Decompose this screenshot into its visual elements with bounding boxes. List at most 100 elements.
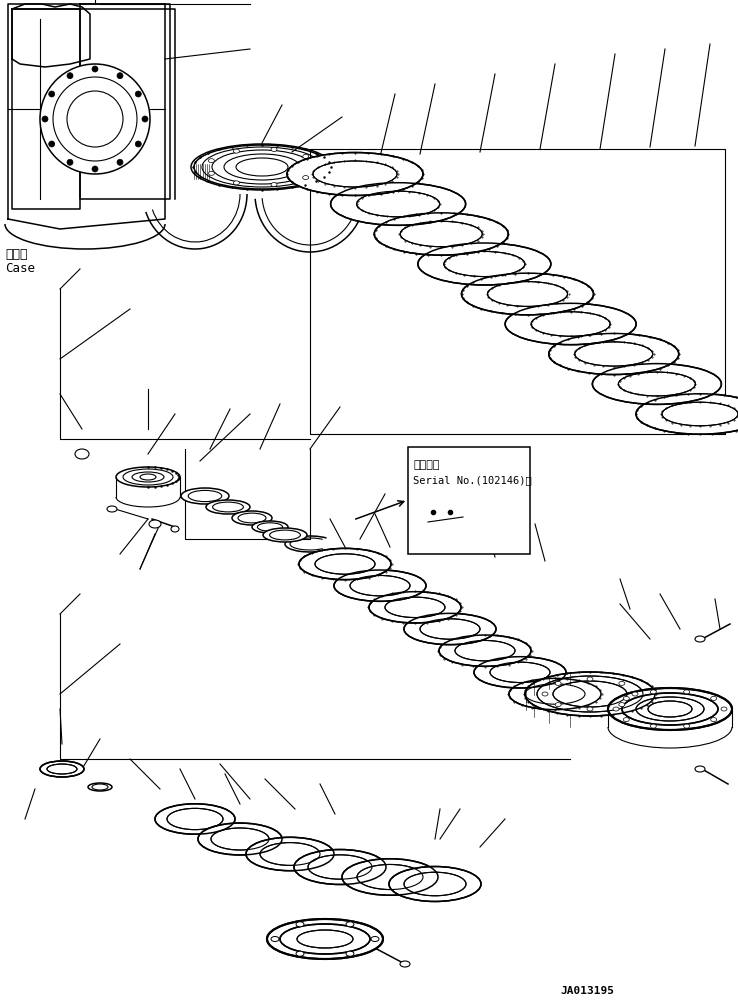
Ellipse shape bbox=[263, 529, 307, 543]
Ellipse shape bbox=[549, 334, 679, 375]
Ellipse shape bbox=[356, 192, 440, 218]
Ellipse shape bbox=[439, 635, 531, 667]
Ellipse shape bbox=[296, 922, 304, 927]
Ellipse shape bbox=[389, 867, 481, 902]
Ellipse shape bbox=[587, 707, 593, 711]
Ellipse shape bbox=[252, 522, 288, 534]
Ellipse shape bbox=[342, 859, 438, 896]
Ellipse shape bbox=[49, 141, 55, 147]
Ellipse shape bbox=[334, 571, 426, 602]
Ellipse shape bbox=[297, 930, 353, 948]
Ellipse shape bbox=[662, 403, 738, 426]
Ellipse shape bbox=[208, 173, 215, 177]
Ellipse shape bbox=[575, 343, 652, 367]
Ellipse shape bbox=[233, 182, 239, 186]
Ellipse shape bbox=[357, 865, 423, 890]
Ellipse shape bbox=[695, 766, 705, 772]
Ellipse shape bbox=[525, 684, 585, 704]
Ellipse shape bbox=[444, 252, 525, 277]
Ellipse shape bbox=[92, 67, 98, 73]
Bar bbox=[408, 447, 530, 555]
Ellipse shape bbox=[75, 449, 89, 459]
Ellipse shape bbox=[40, 65, 150, 175]
Ellipse shape bbox=[555, 682, 561, 686]
Ellipse shape bbox=[155, 804, 235, 834]
Ellipse shape bbox=[619, 703, 625, 707]
Ellipse shape bbox=[648, 701, 692, 717]
Ellipse shape bbox=[636, 697, 704, 721]
Ellipse shape bbox=[461, 274, 593, 316]
Ellipse shape bbox=[455, 641, 515, 661]
Ellipse shape bbox=[537, 676, 643, 712]
Ellipse shape bbox=[618, 373, 695, 396]
Ellipse shape bbox=[294, 850, 386, 885]
Ellipse shape bbox=[167, 808, 223, 829]
Text: 適用号機: 適用号機 bbox=[413, 459, 440, 469]
Ellipse shape bbox=[374, 214, 508, 256]
Ellipse shape bbox=[505, 304, 636, 345]
Ellipse shape bbox=[608, 688, 732, 730]
Ellipse shape bbox=[474, 657, 566, 688]
Ellipse shape bbox=[117, 73, 123, 79]
Ellipse shape bbox=[181, 488, 229, 505]
Ellipse shape bbox=[711, 697, 717, 701]
Ellipse shape bbox=[650, 724, 656, 728]
Ellipse shape bbox=[721, 707, 727, 711]
Ellipse shape bbox=[208, 159, 215, 163]
Ellipse shape bbox=[624, 718, 630, 722]
Ellipse shape bbox=[206, 500, 250, 515]
Ellipse shape bbox=[683, 724, 690, 728]
Ellipse shape bbox=[622, 693, 718, 725]
Ellipse shape bbox=[418, 244, 551, 286]
Ellipse shape bbox=[271, 937, 279, 942]
Ellipse shape bbox=[371, 937, 379, 942]
Ellipse shape bbox=[47, 764, 77, 774]
Ellipse shape bbox=[308, 855, 372, 880]
Ellipse shape bbox=[420, 619, 480, 640]
Ellipse shape bbox=[271, 184, 277, 188]
Ellipse shape bbox=[531, 313, 610, 337]
Ellipse shape bbox=[346, 951, 354, 956]
Ellipse shape bbox=[67, 73, 73, 79]
Ellipse shape bbox=[490, 662, 550, 683]
Ellipse shape bbox=[149, 521, 161, 529]
Ellipse shape bbox=[542, 692, 548, 696]
Ellipse shape bbox=[650, 690, 656, 694]
Ellipse shape bbox=[509, 679, 601, 710]
Text: Case: Case bbox=[5, 262, 35, 275]
Ellipse shape bbox=[695, 636, 705, 642]
Ellipse shape bbox=[232, 512, 272, 526]
Ellipse shape bbox=[404, 614, 496, 645]
Ellipse shape bbox=[619, 682, 625, 686]
Ellipse shape bbox=[555, 703, 561, 707]
Ellipse shape bbox=[711, 718, 717, 722]
Ellipse shape bbox=[587, 677, 593, 681]
Ellipse shape bbox=[246, 838, 334, 871]
Ellipse shape bbox=[303, 155, 308, 159]
Ellipse shape bbox=[632, 692, 638, 696]
Text: ケース: ケース bbox=[5, 248, 27, 261]
Ellipse shape bbox=[135, 141, 141, 147]
Ellipse shape bbox=[40, 761, 84, 777]
Ellipse shape bbox=[636, 394, 738, 434]
Ellipse shape bbox=[593, 364, 721, 405]
Ellipse shape bbox=[233, 150, 239, 154]
Ellipse shape bbox=[296, 951, 304, 956]
Ellipse shape bbox=[331, 184, 466, 226]
Text: JA013195: JA013195 bbox=[560, 985, 614, 995]
Ellipse shape bbox=[260, 843, 320, 866]
Ellipse shape bbox=[67, 160, 73, 166]
Ellipse shape bbox=[624, 697, 630, 701]
Ellipse shape bbox=[553, 681, 627, 707]
Ellipse shape bbox=[400, 222, 482, 248]
Ellipse shape bbox=[280, 924, 370, 954]
Ellipse shape bbox=[350, 576, 410, 596]
Ellipse shape bbox=[385, 598, 445, 618]
Ellipse shape bbox=[42, 117, 48, 123]
Ellipse shape bbox=[303, 177, 308, 181]
Ellipse shape bbox=[313, 161, 397, 188]
Ellipse shape bbox=[88, 783, 112, 791]
Ellipse shape bbox=[211, 828, 269, 851]
Ellipse shape bbox=[142, 117, 148, 123]
Ellipse shape bbox=[315, 555, 375, 575]
